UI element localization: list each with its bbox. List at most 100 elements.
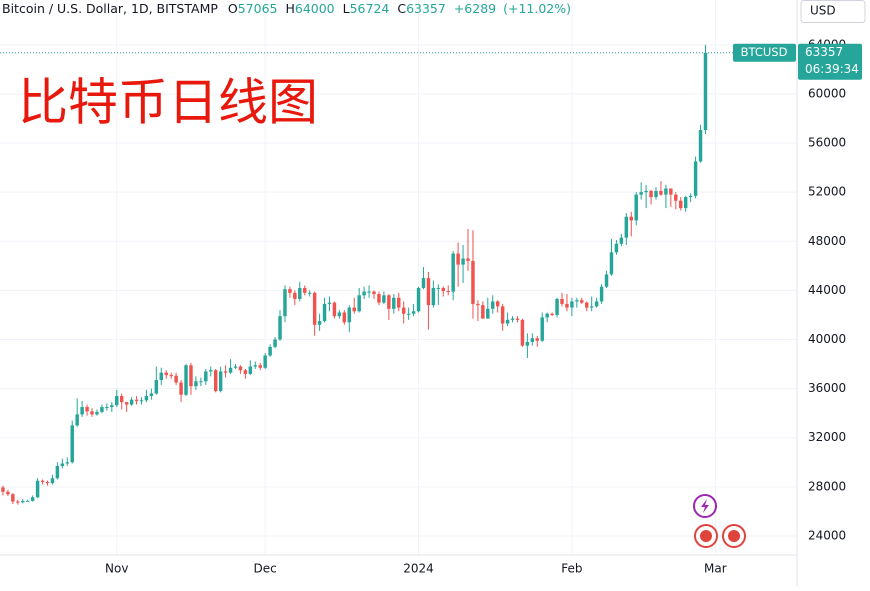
candle-body xyxy=(575,300,579,302)
symbol: Bitcoin / U.S. Dollar, 1D, BITSTAMP xyxy=(2,1,218,16)
y-tick-label: 40000 xyxy=(808,332,846,346)
candle-body xyxy=(119,395,124,403)
candle-body xyxy=(179,382,183,395)
candle-body xyxy=(298,287,302,299)
candle-body xyxy=(535,338,540,341)
candle-body xyxy=(268,346,272,356)
candle-body xyxy=(307,292,312,294)
candle-body xyxy=(115,395,119,406)
candle-body xyxy=(139,400,144,402)
candle-body xyxy=(194,381,198,387)
candle-body xyxy=(100,407,104,412)
candle-body xyxy=(471,260,475,304)
candle-body xyxy=(189,365,193,387)
candle-body xyxy=(85,407,89,412)
candle-body xyxy=(327,302,332,304)
overlay-title: 比特币日线图 xyxy=(18,74,318,132)
candle-body xyxy=(634,194,638,221)
x-tick-label: Dec xyxy=(254,562,277,576)
candle-body xyxy=(263,355,267,368)
candle-body xyxy=(312,292,317,325)
candle-body xyxy=(406,313,411,315)
candle-body xyxy=(446,291,450,293)
candle-body xyxy=(253,365,258,367)
candle-body xyxy=(441,287,446,292)
ohlc-label: O xyxy=(228,1,238,16)
x-tick-label: 2024 xyxy=(403,562,434,576)
candle-body xyxy=(476,303,480,306)
candle-body xyxy=(401,307,406,314)
candle-body xyxy=(570,301,574,308)
ohlc-value: 63357 xyxy=(406,1,446,16)
flag-icon xyxy=(728,530,740,542)
candle-body xyxy=(580,300,584,303)
candle-body xyxy=(515,318,520,320)
candle-body xyxy=(683,197,688,209)
candle-body xyxy=(228,367,233,373)
candle-body xyxy=(283,289,287,317)
candle-body xyxy=(649,190,653,198)
candle-body xyxy=(604,274,609,287)
candle-body xyxy=(372,291,376,295)
candle-body xyxy=(322,303,327,322)
candle-body xyxy=(674,194,678,201)
candle-body xyxy=(589,306,594,308)
candle-body xyxy=(288,289,292,293)
candle-body xyxy=(16,501,20,503)
event-icons xyxy=(693,494,746,548)
candle-body xyxy=(451,253,455,292)
candle-body xyxy=(144,395,149,401)
candle-body xyxy=(258,365,262,368)
candle-body xyxy=(149,393,154,396)
candle-body xyxy=(382,295,386,303)
price-tags: BTCUSD 63357 06:39:34 xyxy=(0,43,862,80)
candle-body xyxy=(60,463,65,466)
y-tick-label: 24000 xyxy=(808,528,846,542)
candle-body xyxy=(248,366,253,374)
candle-body xyxy=(332,302,337,317)
candle-body xyxy=(110,405,114,408)
currency-box[interactable] xyxy=(800,0,866,23)
candle-body xyxy=(169,375,173,377)
candle-body xyxy=(560,298,564,304)
candle-body xyxy=(80,407,84,415)
candle-body xyxy=(55,465,60,479)
candle-body xyxy=(357,295,361,312)
candle-body xyxy=(30,497,35,501)
candle-body xyxy=(688,195,693,198)
candle-body xyxy=(159,372,164,381)
candle-body xyxy=(525,341,530,346)
axis-labels: 24000 28000 32000 36000 40000 44000 48000 52000… xyxy=(105,37,846,575)
candle-body xyxy=(95,411,99,415)
candle-body xyxy=(545,313,549,318)
candle-body xyxy=(416,287,421,312)
ohlc-value: 56724 xyxy=(350,1,390,16)
change: +6289 xyxy=(454,1,496,16)
ohlc-label: H xyxy=(285,1,294,16)
candle-body xyxy=(520,319,525,346)
candle-body xyxy=(199,381,203,383)
currency: USD xyxy=(810,4,836,18)
candle-body xyxy=(659,190,663,195)
price-tag-value: 63357 xyxy=(805,45,843,59)
candle-body xyxy=(565,303,569,308)
candle-body xyxy=(619,237,624,244)
candle-body xyxy=(134,399,139,401)
y-tick-label: 32000 xyxy=(808,430,846,444)
candle-body xyxy=(456,253,460,265)
change-percent: (+11.02%) xyxy=(503,1,571,16)
candle-body xyxy=(392,297,396,309)
candle-body xyxy=(129,399,134,405)
ohlc-value: 57065 xyxy=(238,1,278,16)
y-tick-label: 56000 xyxy=(808,136,846,150)
x-tick-label: Mar xyxy=(704,562,727,576)
candle-body xyxy=(510,318,515,320)
candle-body xyxy=(367,291,371,293)
candle-body xyxy=(481,305,485,319)
ohlc-value: 64000 xyxy=(295,1,335,16)
x-tick-label: Feb xyxy=(561,562,582,576)
y-tick-label: 44000 xyxy=(808,283,846,297)
candle-body xyxy=(105,407,109,409)
y-tick-label: 36000 xyxy=(808,381,846,395)
